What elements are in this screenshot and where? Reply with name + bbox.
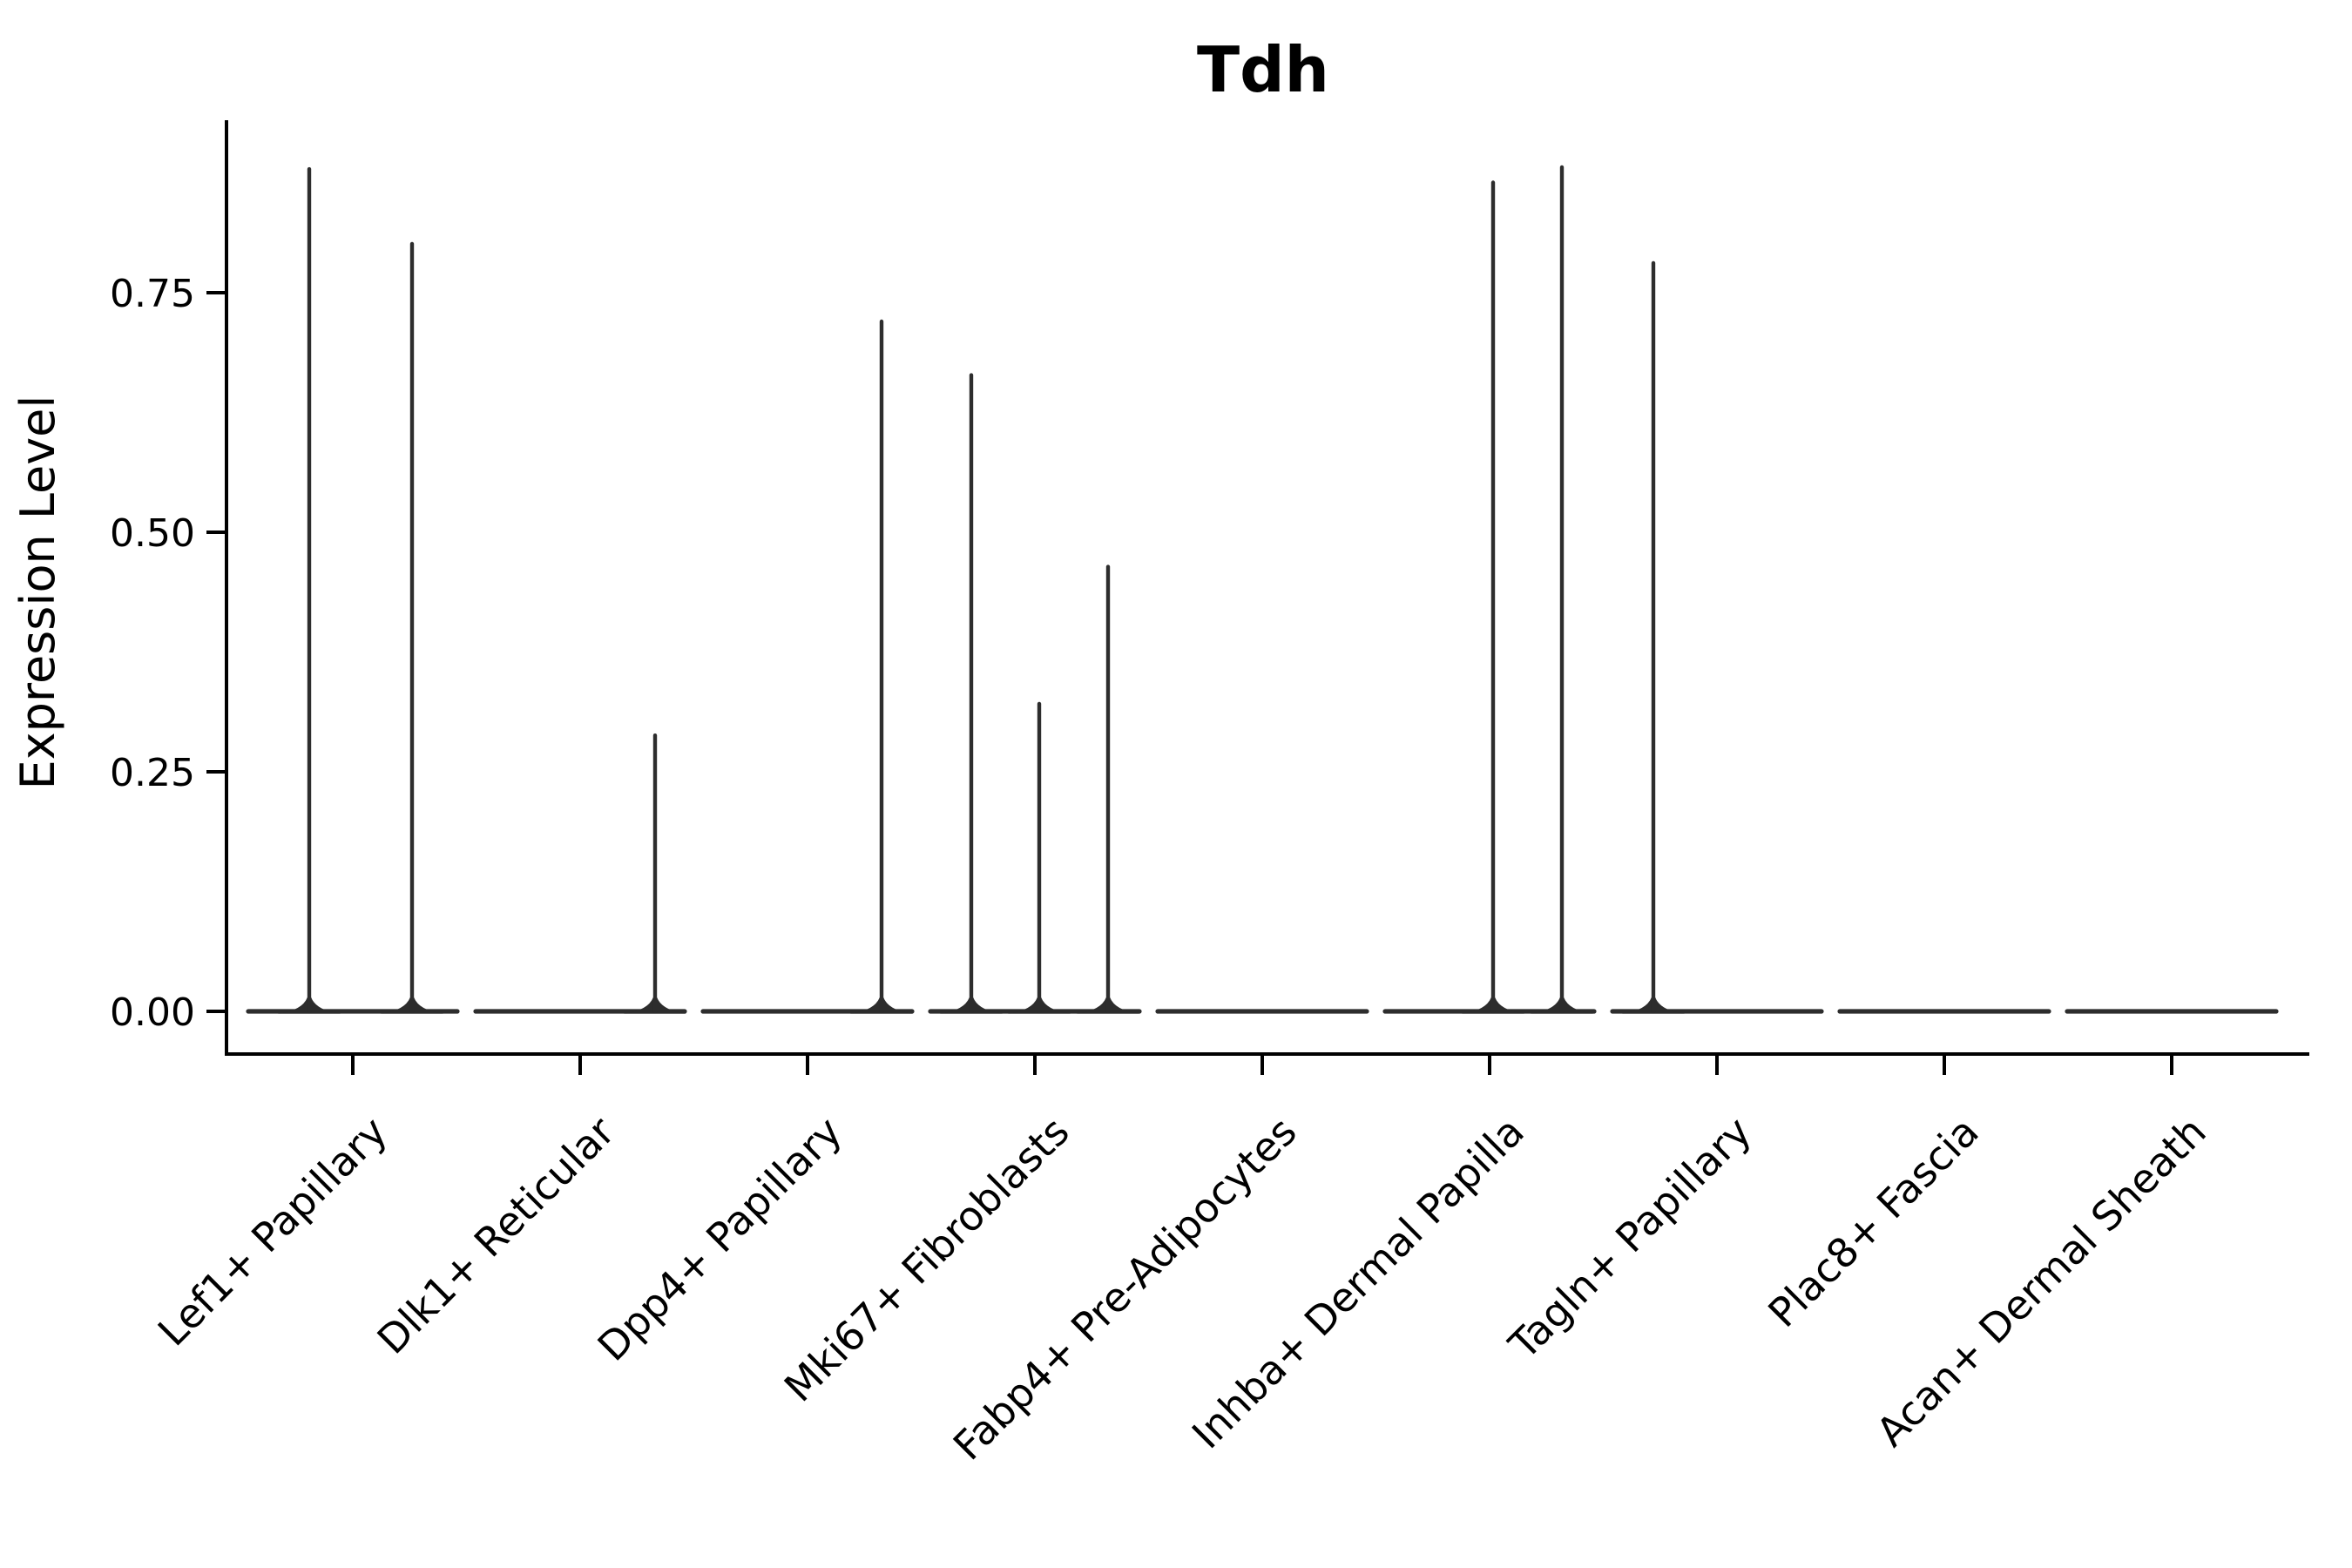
x-tick-label: Dlk1+ Reticular [368, 1108, 624, 1363]
x-tick-label: Tagln+ Papillary [1499, 1108, 1761, 1369]
chart-title: Tdh [1197, 33, 1329, 106]
y-axis-label: Expression Level [10, 395, 65, 790]
x-tick-label: Lef1+ Papillary [149, 1108, 396, 1355]
y-tick-label: 0.25 [110, 751, 195, 795]
x-tick-label: Dpp4+ Papillary [589, 1108, 851, 1370]
x-tick-label: Plac8+ Fascia [1759, 1108, 1987, 1336]
y-axis-ticks: 0.00 0.25 0.50 0.75 [110, 272, 225, 1035]
y-tick-label: 0.00 [110, 990, 195, 1035]
y-tick-label: 0.75 [110, 272, 195, 316]
y-tick-label: 0.50 [110, 511, 195, 556]
violins [246, 165, 2279, 1014]
